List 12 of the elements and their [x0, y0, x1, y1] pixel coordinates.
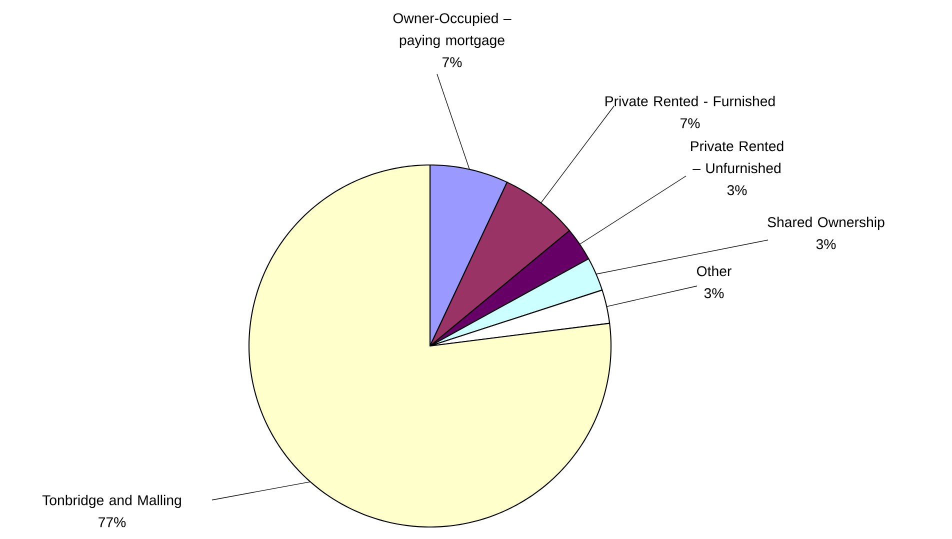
data-label: 7%	[442, 57, 462, 68]
slice-label: Private Rented - Furnished	[606, 96, 775, 106]
data-label: 7%	[680, 118, 700, 128]
data-label: 3%	[704, 288, 724, 298]
data-label: 3%	[727, 185, 747, 196]
data-label: 77%	[98, 517, 126, 528]
slice-label: Owner-Occupied – paying mortgage	[393, 12, 512, 48]
slice-label: Other	[697, 266, 732, 276]
slice-label: Shared Ownership	[768, 216, 884, 230]
slice-label: Private Rented – Unfurnished	[691, 140, 784, 174]
slice-label: Tonbridge and Malling	[42, 494, 181, 508]
data-label: 3%	[816, 239, 836, 250]
